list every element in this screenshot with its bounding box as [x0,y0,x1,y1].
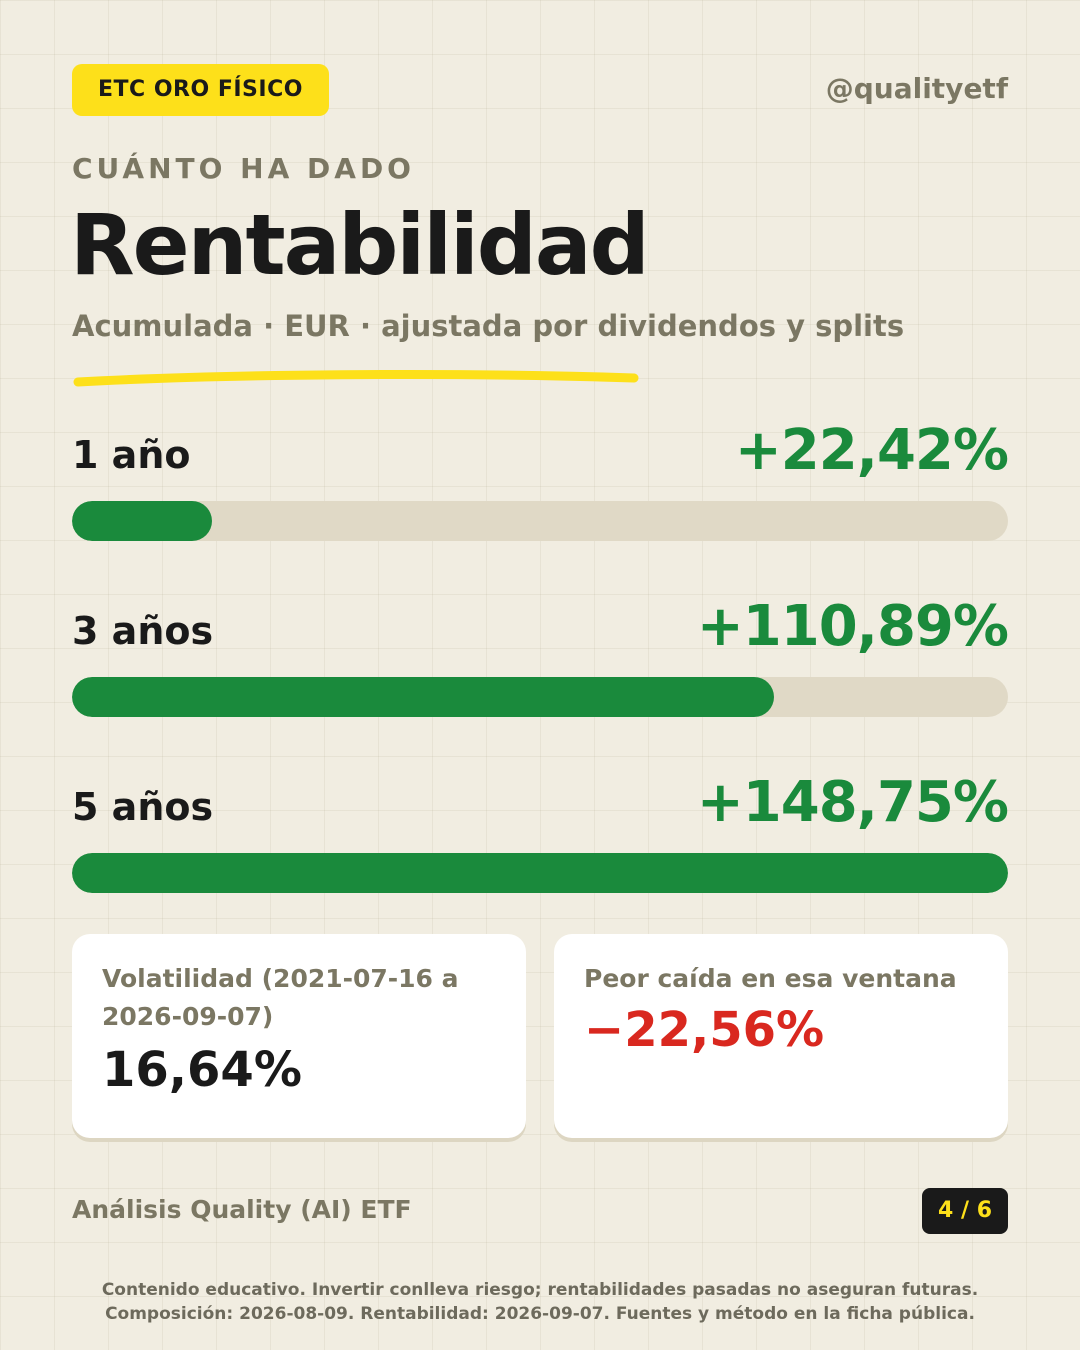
volatility-card: Volatilidad (2021-07-16 a 2026-09-07) 16… [72,934,526,1138]
return-bar-fill [72,853,1008,893]
volatility-label: Volatilidad (2021-07-16 a 2026-09-07) [102,964,459,1031]
disclaimer-line-1: Contenido educativo. Invertir conlleva r… [101,1280,979,1300]
return-bar-fill [72,677,774,717]
volatility-value: 16,64% [102,1042,302,1098]
return-label: 3 años [72,609,214,653]
account-handle: @qualityetf [825,72,1008,105]
disclaimer-line-2: Composición: 2026-08-09. Rentabilidad: 2… [105,1304,975,1324]
return-row-5y: 5 años +148,75% [72,770,1009,893]
return-bar-track [72,677,1008,717]
page-subtitle: Acumulada · EUR · ajustada por dividendo… [72,309,905,343]
return-value: +22,42% [734,418,1009,483]
return-row-1y: 1 año +22,42% [72,418,1009,541]
return-row-3y: 3 años +110,89% [72,594,1009,717]
page-indicator: 4 / 6 [922,1188,1008,1234]
return-label: 1 año [72,433,191,477]
return-bar-fill [72,501,213,541]
highlight-underline [73,370,639,387]
return-bar-track [72,853,1008,893]
page-title: Rentabilidad [70,196,650,294]
drawdown-label: Peor caída en esa ventana [584,964,957,993]
return-label: 5 años [72,785,214,829]
drawdown-card: Peor caída en esa ventana −22,56% [554,934,1008,1138]
return-value: +110,89% [696,594,1009,659]
section-kicker: CUÁNTO HA DADO [72,152,415,185]
drawdown-value: −22,56% [584,1002,825,1058]
return-value: +148,75% [696,770,1009,835]
etf-type-badge: ETC ORO FÍSICO [72,64,329,116]
brand-footer: Análisis Quality (AI) ETF [72,1195,412,1224]
return-bar-track [72,501,1008,541]
